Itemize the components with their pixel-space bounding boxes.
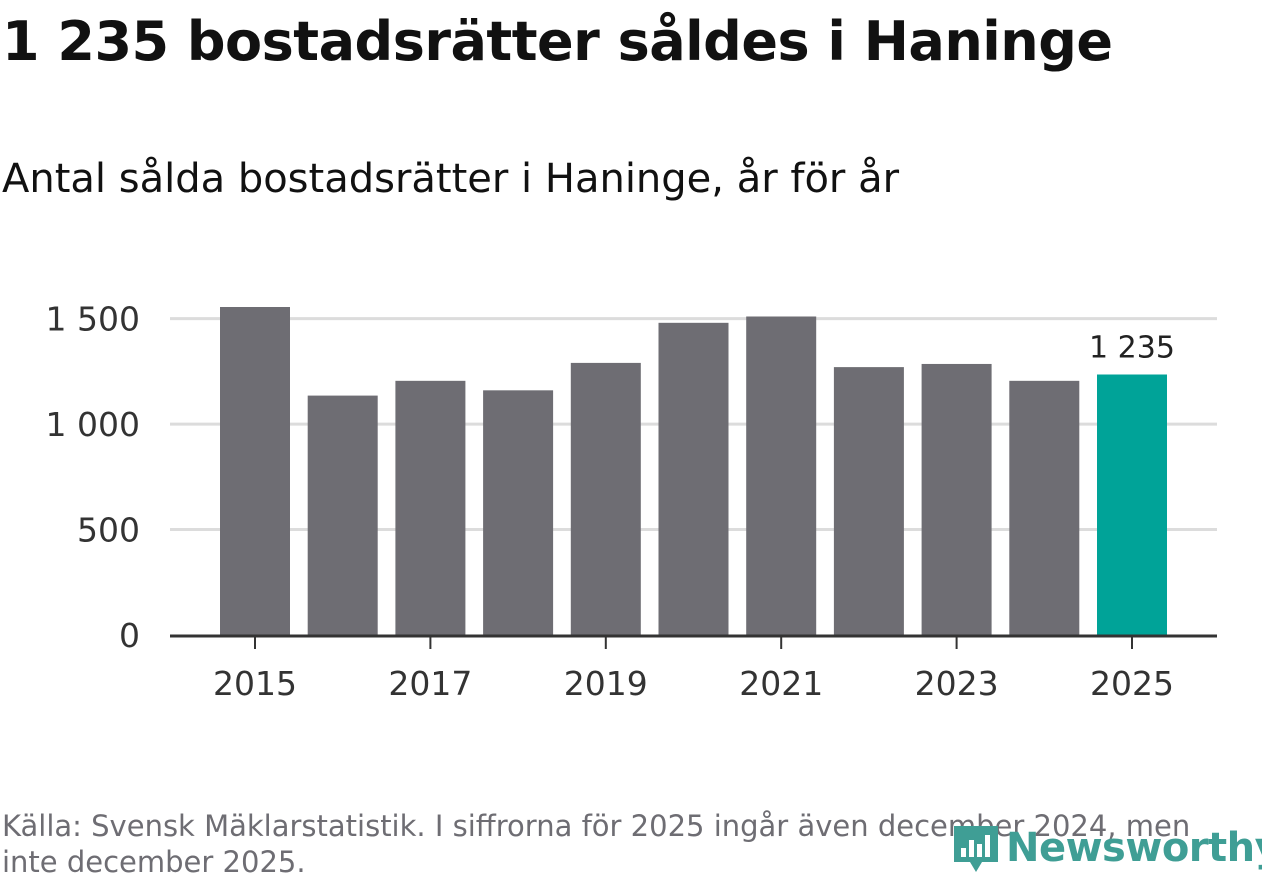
x-tick-label: 2019 xyxy=(564,664,648,703)
x-tick-label: 2015 xyxy=(213,664,297,703)
y-tick-label: 500 xyxy=(77,511,140,550)
x-tick-label: 2021 xyxy=(739,664,823,703)
newsworthy-logo: Newsworthy xyxy=(950,820,1262,876)
bar xyxy=(1009,380,1080,635)
logo-text: Newsworthy xyxy=(1006,825,1262,871)
x-tick-label: 2017 xyxy=(388,664,472,703)
bar xyxy=(921,363,992,635)
chart-subtitle: Antal sålda bostadsrätter i Haninge, år … xyxy=(2,156,900,202)
x-tick-label: 2025 xyxy=(1090,664,1174,703)
newsworthy-logo-icon xyxy=(954,826,998,872)
bar xyxy=(220,307,290,635)
y-tick-label: 1 500 xyxy=(46,300,140,339)
x-tick-label: 2023 xyxy=(915,664,999,703)
bar xyxy=(395,380,466,635)
y-tick-label: 1 000 xyxy=(46,405,140,444)
chart-title: 1 235 bostadsrätter såldes i Haninge xyxy=(2,10,1113,73)
bar xyxy=(746,316,817,635)
data-label: 1 235 xyxy=(1089,330,1175,365)
bar-highlight xyxy=(1097,374,1167,635)
bar xyxy=(658,322,729,635)
bar xyxy=(307,395,378,635)
bar xyxy=(483,390,554,635)
bar xyxy=(833,367,904,635)
bar xyxy=(570,362,641,635)
y-tick-label: 0 xyxy=(119,616,140,655)
